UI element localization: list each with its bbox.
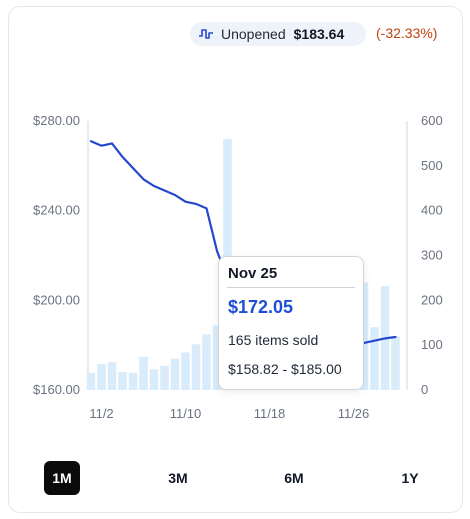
chart-tooltip: Nov 25 $172.05 165 items sold $158.82 - …: [218, 256, 364, 390]
volume-bar: [128, 372, 138, 390]
price-change: (-32.33%): [376, 25, 438, 41]
series-name: Unopened: [221, 26, 286, 42]
tooltip-divider: [227, 287, 355, 288]
volume-bar: [160, 365, 169, 390]
y-left-tick-label: $160.00: [33, 382, 80, 397]
y-right-tick-label: 200: [421, 292, 443, 307]
volume-bar: [181, 352, 190, 390]
volume-bar: [97, 363, 106, 390]
volume-bar: [170, 358, 180, 390]
price-line: [89, 140, 240, 291]
tooltip-price-range: $158.82 - $185.00: [228, 361, 342, 377]
x-tick-label: 11/2: [89, 406, 113, 420]
volume-bar: [107, 362, 117, 390]
volume-bar: [370, 327, 379, 390]
range-3m-button[interactable]: 3M: [168, 470, 188, 486]
y-right-tick-label: 0: [421, 382, 428, 397]
y-left-tick-label: $200.00: [33, 292, 80, 307]
tooltip-date: Nov 25: [228, 265, 278, 282]
volume-bar: [359, 282, 369, 390]
y-right-tick-label: 100: [421, 337, 443, 352]
x-tick-label: 11/18: [254, 406, 286, 420]
y-right-tick-label: 300: [421, 248, 443, 263]
volume-bar: [202, 334, 211, 390]
volume-bar: [191, 344, 201, 390]
tooltip-items-sold: 165 items sold: [228, 332, 319, 348]
y-left-tick-label: $240.00: [33, 203, 80, 218]
range-6m-button[interactable]: 6M: [284, 470, 304, 486]
volume-bar: [391, 336, 400, 390]
range-1y-button[interactable]: 1Y: [401, 470, 419, 486]
x-tick-label: 11/10: [170, 406, 202, 420]
tooltip-price: $172.05: [228, 297, 294, 317]
volume-bar: [139, 356, 148, 390]
volume-bar: [118, 372, 127, 390]
volume-bar: [86, 372, 96, 390]
line-chart-icon: [199, 29, 213, 39]
x-tick-label: 11/26: [338, 406, 370, 420]
volume-bar: [149, 369, 159, 390]
current-price: $183.64: [293, 26, 345, 42]
range-1m-button[interactable]: 1M: [44, 461, 80, 495]
y-right-tick-label: 500: [421, 158, 443, 173]
series-legend[interactable]: Unopened $183.64: [190, 22, 366, 46]
volume-bar: [212, 325, 222, 390]
y-left-tick-label: $280.00: [33, 113, 80, 128]
y-right-tick-label: 400: [421, 203, 443, 218]
y-right-tick-label: 600: [421, 113, 443, 128]
